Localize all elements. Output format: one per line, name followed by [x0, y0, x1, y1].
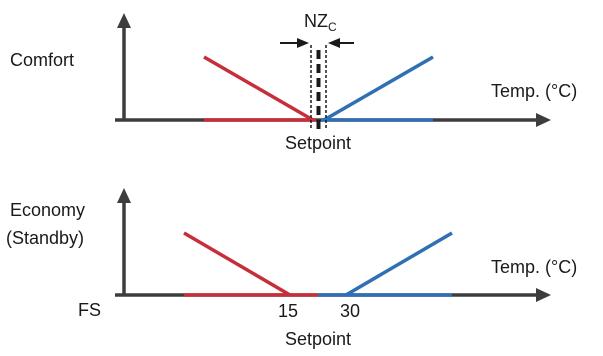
economy-mode-label-line1: Economy: [10, 200, 85, 220]
heating-setpoint-tick-label: 15: [278, 301, 298, 321]
comfort-cooling-ramp: [324, 57, 433, 120]
nz-left-arrowhead: [297, 38, 309, 48]
comfort-mode-label: Comfort: [10, 50, 74, 70]
economy-setpoint-label: Setpoint: [285, 329, 351, 349]
comfort-setpoint-label: Setpoint: [285, 133, 351, 153]
neutral-zone-label-subscript: C: [328, 20, 337, 34]
economy-panel: Economy (Standby) Temp. (°C) FS 15 30 Se…: [6, 188, 577, 349]
fs-label: FS: [78, 300, 101, 320]
economy-x-axis-arrowhead: [536, 288, 551, 302]
neutral-zone-label: NZC: [304, 11, 337, 34]
cooling-setpoint-tick-label: 30: [340, 301, 360, 321]
comfort-panel: Comfort Temp. (°C) Setpoint NZC: [10, 11, 577, 153]
comfort-y-axis-arrowhead: [117, 13, 131, 28]
economy-heating-ramp: [184, 233, 290, 295]
economy-y-axis-arrowhead: [117, 188, 131, 203]
comfort-heating-ramp: [204, 57, 313, 120]
comfort-x-axis-label: Temp. (°C): [491, 81, 577, 101]
economy-x-axis-label: Temp. (°C): [491, 257, 577, 277]
economy-cooling-ramp: [346, 233, 452, 295]
nz-right-arrowhead: [328, 38, 340, 48]
economy-mode-label-line2: (Standby): [6, 228, 84, 248]
neutral-zone-label-main: NZ: [304, 11, 328, 31]
comfort-x-axis-arrowhead: [536, 113, 551, 127]
